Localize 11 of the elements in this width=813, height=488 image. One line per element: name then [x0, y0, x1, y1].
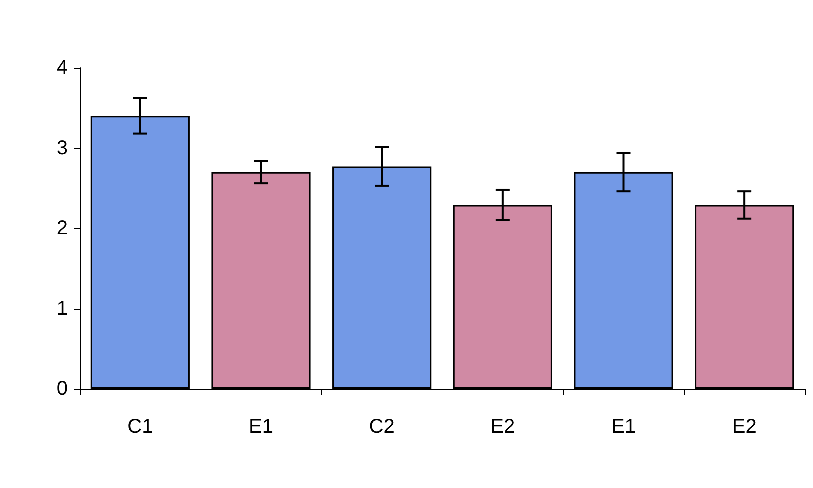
y-tick-label: 2 [56, 218, 68, 240]
x-tick-label: E1 [249, 416, 274, 438]
x-tick-label: E1 [612, 416, 636, 438]
y-tick-label: 3 [56, 137, 68, 160]
x-tick-label: C1 [128, 416, 154, 438]
x-tick-label: C2 [369, 416, 395, 438]
x-tick-label: E2 [490, 416, 516, 438]
y-tick-label: 0 [56, 378, 68, 400]
y-tick-label: 1 [56, 298, 68, 320]
y-tick-label: 4 [56, 57, 68, 79]
x-tick-label: E2 [732, 416, 757, 438]
